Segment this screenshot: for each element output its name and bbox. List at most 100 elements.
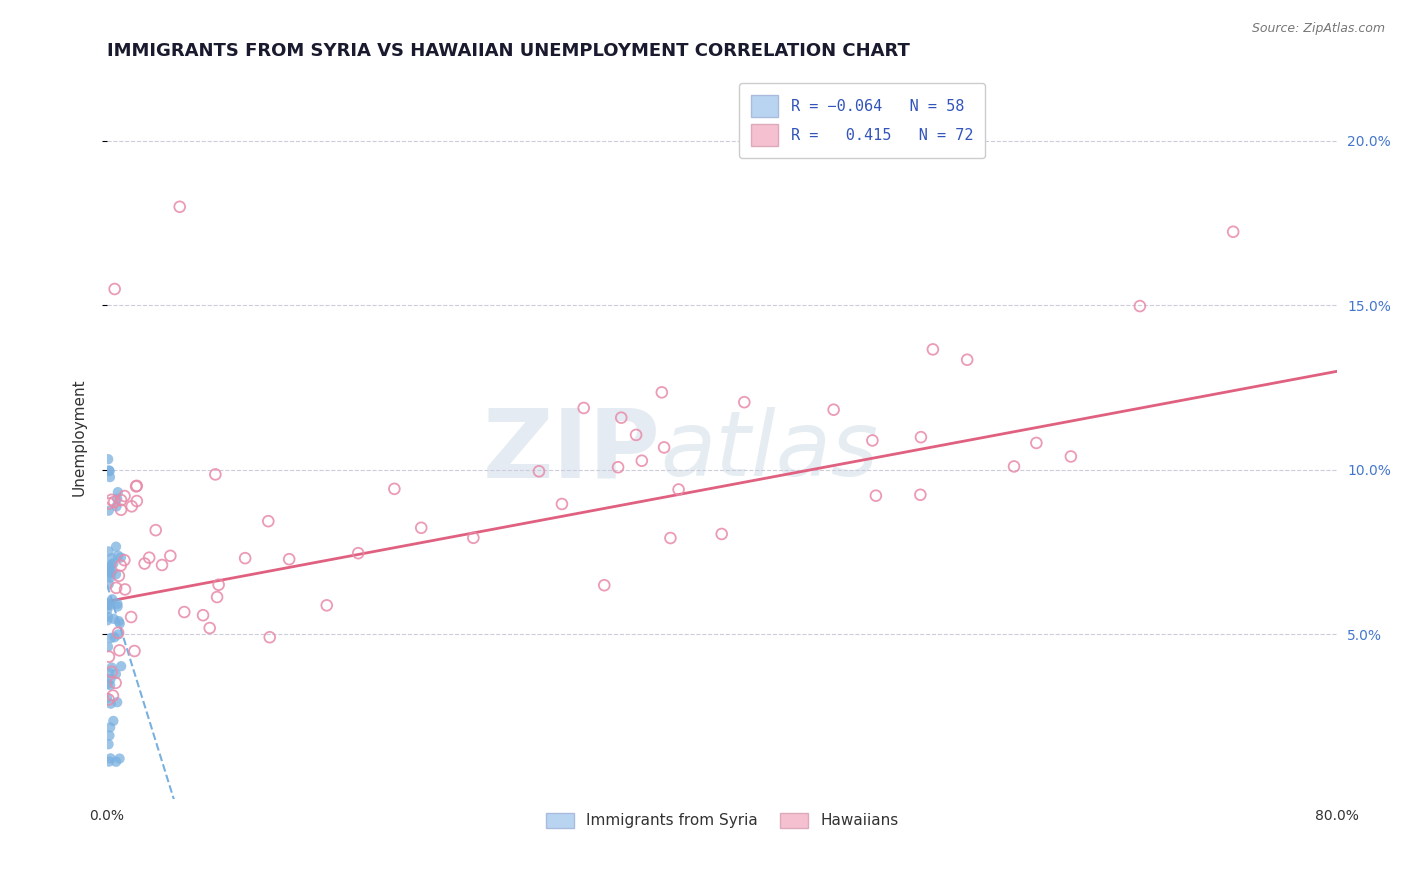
- Point: [652, 441, 675, 455]
- Point: [97, 649, 120, 664]
- Point: [98, 720, 121, 734]
- Point: [98, 470, 121, 484]
- Point: [97, 610, 120, 624]
- Point: [108, 616, 131, 631]
- Point: [103, 714, 125, 728]
- Point: [100, 660, 122, 674]
- Text: ZIP: ZIP: [482, 405, 661, 498]
- Point: [100, 697, 122, 711]
- Point: [98, 755, 121, 769]
- Point: [207, 578, 229, 592]
- Point: [138, 550, 160, 565]
- Point: [112, 553, 135, 567]
- Point: [956, 352, 979, 367]
- Point: [105, 500, 128, 514]
- Point: [97, 737, 120, 751]
- Point: [100, 665, 122, 679]
- Point: [100, 672, 122, 686]
- Point: [97, 503, 120, 517]
- Point: [96, 613, 118, 627]
- Point: [593, 578, 616, 592]
- Point: [733, 395, 755, 409]
- Point: [97, 577, 120, 591]
- Point: [551, 497, 574, 511]
- Point: [100, 751, 122, 765]
- Point: [103, 495, 125, 509]
- Point: [97, 566, 120, 580]
- Point: [105, 695, 128, 709]
- Point: [463, 531, 485, 545]
- Point: [910, 488, 932, 502]
- Point: [630, 454, 652, 468]
- Point: [198, 621, 221, 635]
- Point: [97, 596, 120, 610]
- Point: [108, 614, 131, 628]
- Point: [101, 592, 124, 607]
- Point: [105, 581, 128, 595]
- Point: [97, 599, 120, 613]
- Point: [1129, 299, 1152, 313]
- Point: [96, 690, 118, 705]
- Point: [204, 467, 226, 482]
- Point: [191, 608, 214, 623]
- Point: [124, 644, 146, 658]
- Point: [103, 630, 125, 644]
- Point: [114, 489, 136, 503]
- Point: [110, 502, 132, 516]
- Point: [98, 567, 121, 582]
- Legend: Immigrants from Syria, Hawaiians: Immigrants from Syria, Hawaiians: [540, 806, 904, 835]
- Point: [125, 479, 148, 493]
- Point: [315, 599, 337, 613]
- Point: [134, 557, 156, 571]
- Point: [382, 482, 405, 496]
- Point: [125, 494, 148, 508]
- Point: [205, 590, 228, 604]
- Point: [107, 599, 129, 614]
- Point: [259, 630, 281, 644]
- Point: [98, 561, 121, 575]
- Point: [121, 500, 143, 514]
- Point: [659, 531, 682, 545]
- Point: [150, 558, 173, 572]
- Point: [347, 546, 370, 560]
- Point: [97, 544, 120, 558]
- Point: [278, 552, 301, 566]
- Point: [651, 385, 673, 400]
- Point: [98, 678, 121, 692]
- Point: [101, 565, 124, 579]
- Point: [710, 527, 733, 541]
- Point: [145, 523, 167, 537]
- Point: [107, 485, 129, 500]
- Point: [1025, 436, 1047, 450]
- Point: [104, 667, 127, 681]
- Point: [96, 597, 118, 611]
- Point: [97, 692, 120, 706]
- Point: [610, 410, 633, 425]
- Point: [107, 549, 129, 563]
- Point: [97, 560, 120, 574]
- Point: [114, 582, 136, 597]
- Point: [110, 550, 132, 565]
- Point: [98, 571, 121, 585]
- Point: [103, 612, 125, 626]
- Point: [607, 460, 630, 475]
- Point: [97, 677, 120, 691]
- Point: [922, 343, 945, 357]
- Point: [100, 492, 122, 507]
- Point: [1222, 225, 1244, 239]
- Point: [105, 540, 128, 554]
- Point: [98, 463, 121, 477]
- Point: [104, 282, 127, 296]
- Point: [100, 631, 122, 645]
- Point: [668, 483, 690, 497]
- Point: [100, 558, 122, 572]
- Point: [98, 598, 121, 612]
- Point: [411, 521, 433, 535]
- Point: [108, 569, 131, 583]
- Y-axis label: Unemployment: Unemployment: [72, 378, 86, 496]
- Point: [107, 625, 129, 640]
- Point: [159, 549, 181, 563]
- Point: [860, 434, 883, 448]
- Text: atlas: atlas: [661, 408, 879, 495]
- Point: [257, 514, 280, 528]
